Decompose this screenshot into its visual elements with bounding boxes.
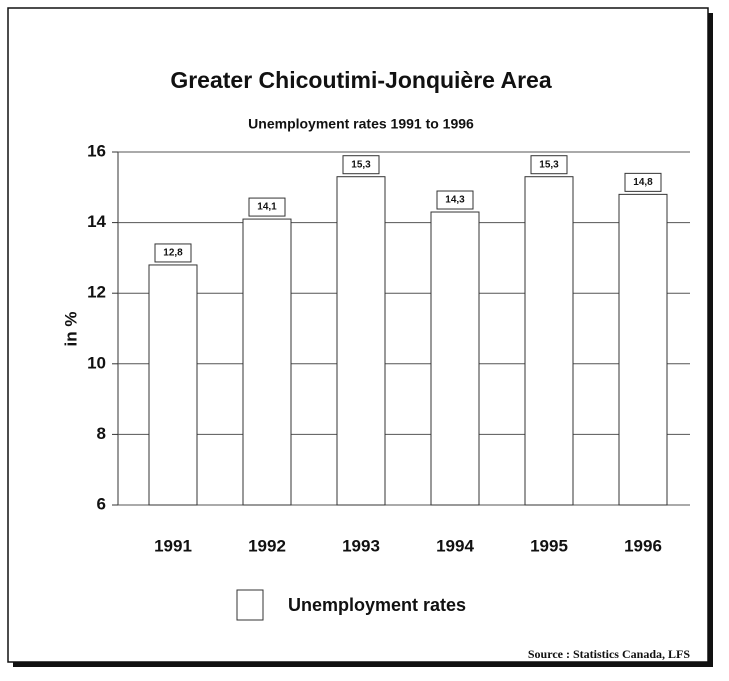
bar <box>336 176 386 506</box>
x-tick-label: 1992 <box>248 536 286 555</box>
x-tick-label: 1995 <box>530 536 568 555</box>
value-label: 15,3 <box>351 159 371 170</box>
y-tick-label: 16 <box>87 141 106 160</box>
value-label: 12,8 <box>163 248 183 259</box>
bar <box>618 193 668 506</box>
source-note: Source : Statistics Canada, LFS <box>528 647 690 661</box>
y-tick-label: 8 <box>97 424 106 443</box>
value-label-box <box>248 197 286 217</box>
legend-swatch <box>236 589 264 621</box>
x-tick-label: 1993 <box>342 536 380 555</box>
y-tick-label: 10 <box>87 353 106 372</box>
value-label-box <box>530 155 568 175</box>
value-label-box <box>624 172 662 192</box>
value-label-box <box>342 155 380 175</box>
x-tick-label: 1996 <box>624 536 662 555</box>
chart-title: Greater Chicoutimi-Jonquière Area <box>170 67 552 93</box>
value-label: 15,3 <box>539 159 559 170</box>
y-tick-label: 14 <box>87 212 106 231</box>
value-label: 14,1 <box>257 202 277 213</box>
y-tick-label: 12 <box>87 283 106 302</box>
value-label: 14,8 <box>633 177 653 188</box>
chart-subtitle: Unemployment rates 1991 to 1996 <box>248 116 474 132</box>
value-label-box <box>436 190 474 210</box>
value-label: 14,3 <box>445 195 465 206</box>
bar <box>242 218 292 506</box>
value-label-box <box>154 243 192 263</box>
bar <box>148 264 198 506</box>
x-tick-label: 1994 <box>436 536 474 555</box>
legend-label: Unemployment rates <box>288 595 466 615</box>
bar <box>524 176 574 506</box>
y-axis-label: in % <box>61 312 80 347</box>
x-tick-label: 1991 <box>154 536 192 555</box>
y-tick-label: 6 <box>97 494 106 513</box>
bar <box>430 211 480 506</box>
